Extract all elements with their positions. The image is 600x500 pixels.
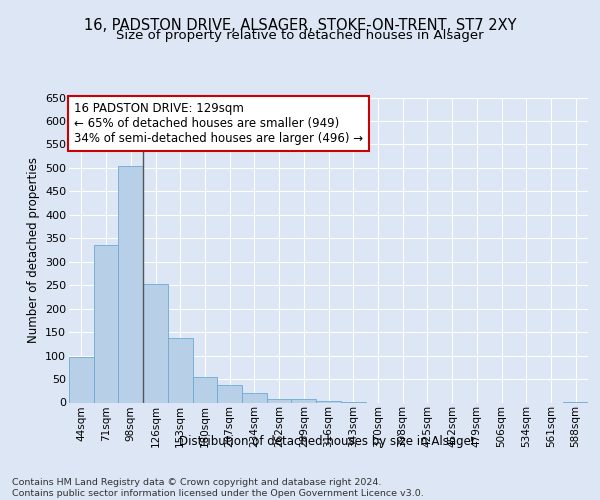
Text: 16 PADSTON DRIVE: 129sqm
← 65% of detached houses are smaller (949)
34% of semi-: 16 PADSTON DRIVE: 129sqm ← 65% of detach… <box>74 102 364 145</box>
Bar <box>168 338 193 402</box>
Bar <box>118 166 143 402</box>
Bar <box>292 398 316 402</box>
Text: Distribution of detached houses by size in Alsager: Distribution of detached houses by size … <box>179 435 475 448</box>
Y-axis label: Number of detached properties: Number of detached properties <box>26 157 40 343</box>
Text: Contains HM Land Registry data © Crown copyright and database right 2024.
Contai: Contains HM Land Registry data © Crown c… <box>12 478 424 498</box>
Bar <box>94 246 118 402</box>
Bar <box>69 356 94 403</box>
Bar <box>316 400 341 402</box>
Bar <box>267 398 292 402</box>
Text: Size of property relative to detached houses in Alsager: Size of property relative to detached ho… <box>116 29 484 42</box>
Text: 16, PADSTON DRIVE, ALSAGER, STOKE-ON-TRENT, ST7 2XY: 16, PADSTON DRIVE, ALSAGER, STOKE-ON-TRE… <box>84 18 516 32</box>
Bar <box>143 284 168 403</box>
Bar <box>217 384 242 402</box>
Bar <box>193 377 217 402</box>
Bar <box>242 392 267 402</box>
